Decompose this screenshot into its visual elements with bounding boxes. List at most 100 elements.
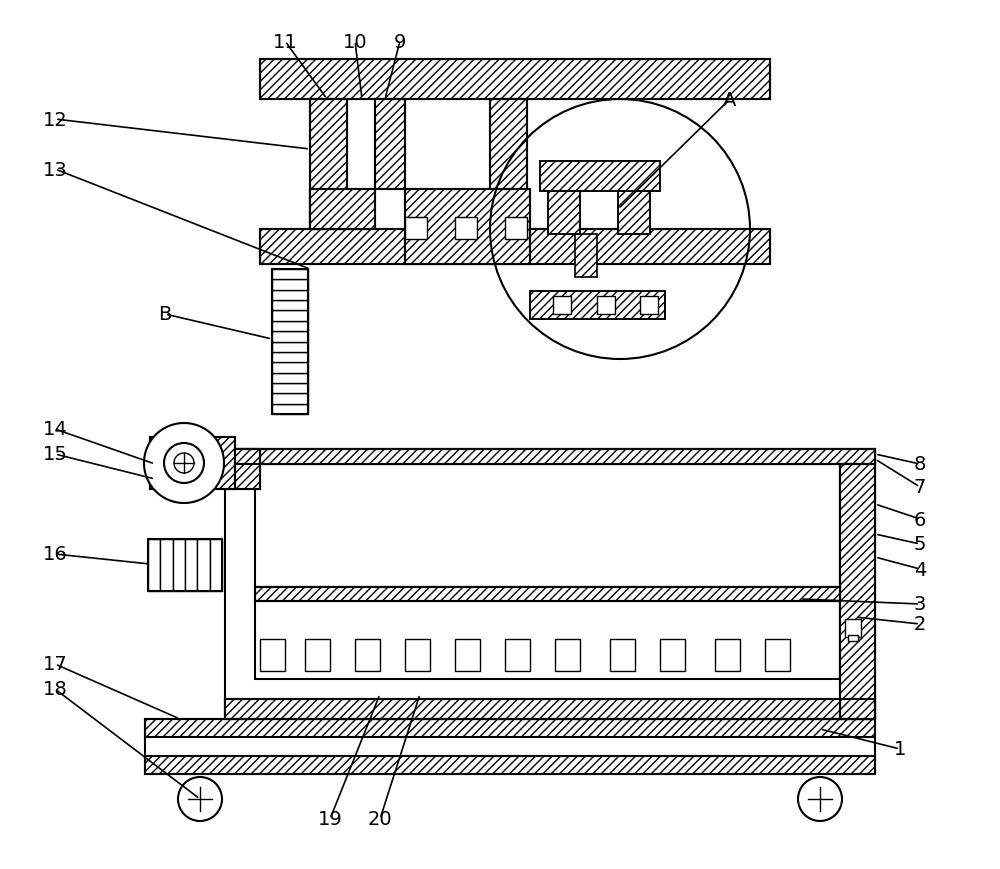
Bar (405, 640, 430, 671)
Text: 4: 4 (914, 560, 926, 579)
Bar (490, 100, 527, 229)
Bar (272, 342, 308, 353)
Bar (272, 353, 308, 362)
Text: 19: 19 (318, 810, 342, 828)
Bar (553, 296, 571, 315)
Bar (840, 464, 875, 720)
Text: 10: 10 (343, 32, 367, 51)
Text: 20: 20 (368, 810, 392, 828)
Bar (660, 640, 685, 671)
Bar (255, 587, 840, 601)
Bar (272, 280, 308, 290)
Bar (540, 162, 660, 192)
Bar (148, 540, 222, 591)
Bar (150, 437, 235, 489)
Bar (225, 449, 875, 464)
Bar (455, 640, 480, 671)
Bar (375, 100, 405, 189)
Bar (260, 229, 770, 265)
Text: A: A (723, 90, 737, 109)
Bar (145, 756, 875, 774)
Bar (225, 700, 875, 720)
Bar (173, 540, 185, 591)
Text: 16: 16 (43, 545, 67, 564)
Text: 15: 15 (43, 445, 67, 464)
Bar (160, 540, 173, 591)
Bar (505, 218, 527, 240)
Bar (145, 720, 875, 774)
Bar (272, 311, 308, 322)
Bar (548, 192, 580, 235)
Bar (355, 640, 380, 671)
Bar (310, 189, 375, 229)
Circle shape (144, 423, 224, 503)
Bar (260, 60, 770, 100)
Circle shape (178, 777, 222, 821)
Bar (575, 235, 597, 278)
Text: 13: 13 (43, 160, 67, 179)
Bar (310, 100, 347, 229)
Text: 3: 3 (914, 594, 926, 614)
Bar (272, 362, 308, 373)
Bar (260, 60, 770, 100)
Bar (490, 100, 527, 229)
Circle shape (798, 777, 842, 821)
Bar (845, 620, 861, 637)
Bar (640, 296, 658, 315)
Bar (540, 162, 660, 192)
Text: 9: 9 (394, 32, 406, 51)
Bar (505, 640, 530, 671)
Bar (848, 635, 858, 641)
Bar (555, 640, 580, 671)
Bar (548, 192, 580, 235)
Bar (260, 640, 285, 671)
Bar (405, 189, 530, 265)
Text: 2: 2 (914, 614, 926, 634)
Bar (255, 587, 840, 601)
Bar (618, 192, 650, 235)
Text: 6: 6 (914, 510, 926, 529)
Text: 7: 7 (914, 478, 926, 497)
Bar (225, 700, 875, 720)
Bar (765, 640, 790, 671)
Bar (272, 373, 308, 383)
Bar (272, 290, 308, 301)
Bar (260, 229, 770, 265)
Bar (225, 449, 875, 720)
Bar (840, 464, 875, 720)
Bar (405, 218, 427, 240)
Bar (455, 218, 477, 240)
Bar (310, 189, 375, 229)
Bar (530, 292, 665, 320)
Bar (272, 404, 308, 415)
Bar (272, 269, 308, 280)
Bar (610, 640, 635, 671)
Bar (148, 540, 160, 591)
Text: 17: 17 (43, 654, 67, 673)
Bar (210, 540, 222, 591)
Bar (145, 720, 875, 737)
Text: B: B (158, 305, 172, 324)
Bar (272, 301, 308, 311)
Bar (272, 322, 308, 332)
Bar (305, 640, 330, 671)
Bar (150, 437, 235, 489)
Text: 11: 11 (273, 32, 297, 51)
Text: 14: 14 (43, 420, 67, 439)
Bar (272, 394, 308, 404)
Bar (197, 540, 210, 591)
Text: 12: 12 (43, 110, 67, 129)
Bar (310, 100, 347, 229)
Text: 1: 1 (894, 740, 906, 759)
Bar (530, 292, 665, 320)
Text: 5: 5 (914, 535, 926, 554)
Bar (255, 601, 840, 680)
Bar (225, 449, 260, 489)
Bar (375, 100, 405, 189)
Text: 18: 18 (43, 680, 67, 699)
Bar (225, 449, 260, 489)
Bar (272, 332, 308, 342)
Bar (405, 189, 530, 265)
Bar (185, 540, 197, 591)
Bar (225, 449, 875, 464)
